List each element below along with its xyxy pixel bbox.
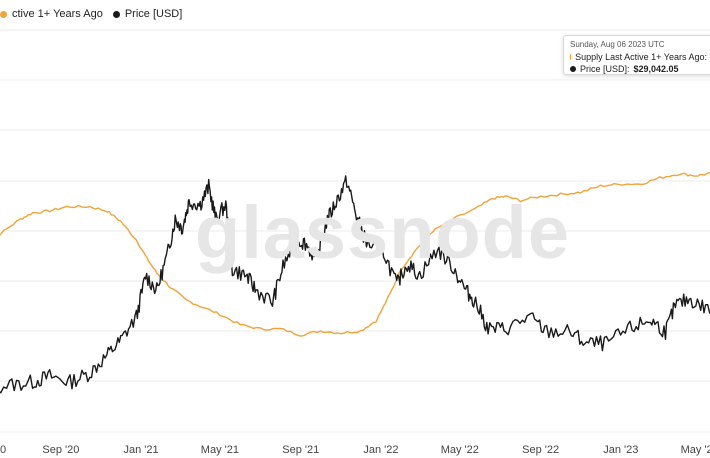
x-tick-label: May '21	[201, 444, 239, 456]
legend-price-label: Price [USD]	[124, 8, 183, 20]
x-tick-label: May '23	[681, 444, 710, 456]
x-tick-label: Sep '21	[282, 444, 319, 456]
series-line-supply	[0, 171, 710, 337]
series-line-price	[0, 175, 710, 394]
legend-price-dot-icon	[112, 10, 120, 18]
grid	[0, 29, 710, 433]
tooltip: Sunday, Aug 06 2023 UTC Supply Last Acti…	[563, 35, 710, 75]
legend: ctive 1+ Years Ago Price [USD]	[0, 8, 182, 20]
tooltip-supply-label: Supply Last Active 1+ Years Ago:	[575, 52, 707, 62]
x-tick-label-partial: 0	[0, 444, 6, 456]
legend-supply-label: ctive 1+ Years Ago	[12, 8, 103, 20]
legend-item-price[interactable]: Price [USD]	[112, 8, 183, 20]
x-tick-label: Jan '22	[363, 444, 398, 456]
legend-item-supply[interactable]: ctive 1+ Years Ago	[0, 8, 103, 20]
legend-supply-dot-icon	[0, 10, 7, 18]
x-tick-label: Sep '20	[42, 444, 79, 456]
tooltip-price-label: Price [USD]:	[580, 64, 630, 74]
tooltip-supply-dot-icon	[570, 54, 572, 60]
x-axis: Sep '20 Jan '21 May '21 Sep '21 Jan '22 May '…	[0, 444, 710, 456]
x-tick-label: May '22	[441, 444, 479, 456]
tooltip-row-supply: Supply Last Active 1+ Years Ago: 6	[570, 51, 710, 63]
tooltip-date: Sunday, Aug 06 2023 UTC	[570, 40, 665, 49]
tooltip-price-dot-icon	[570, 66, 576, 72]
tooltip-row-price: Price [USD]: $29,042.05	[570, 63, 710, 74]
x-tick-label: Jan '21	[123, 444, 158, 456]
x-tick-label: Jan '23	[603, 444, 638, 456]
x-tick-label: Sep '22	[522, 444, 559, 456]
tooltip-price-value: $29,042.05	[633, 64, 679, 74]
series-layer	[0, 171, 710, 394]
